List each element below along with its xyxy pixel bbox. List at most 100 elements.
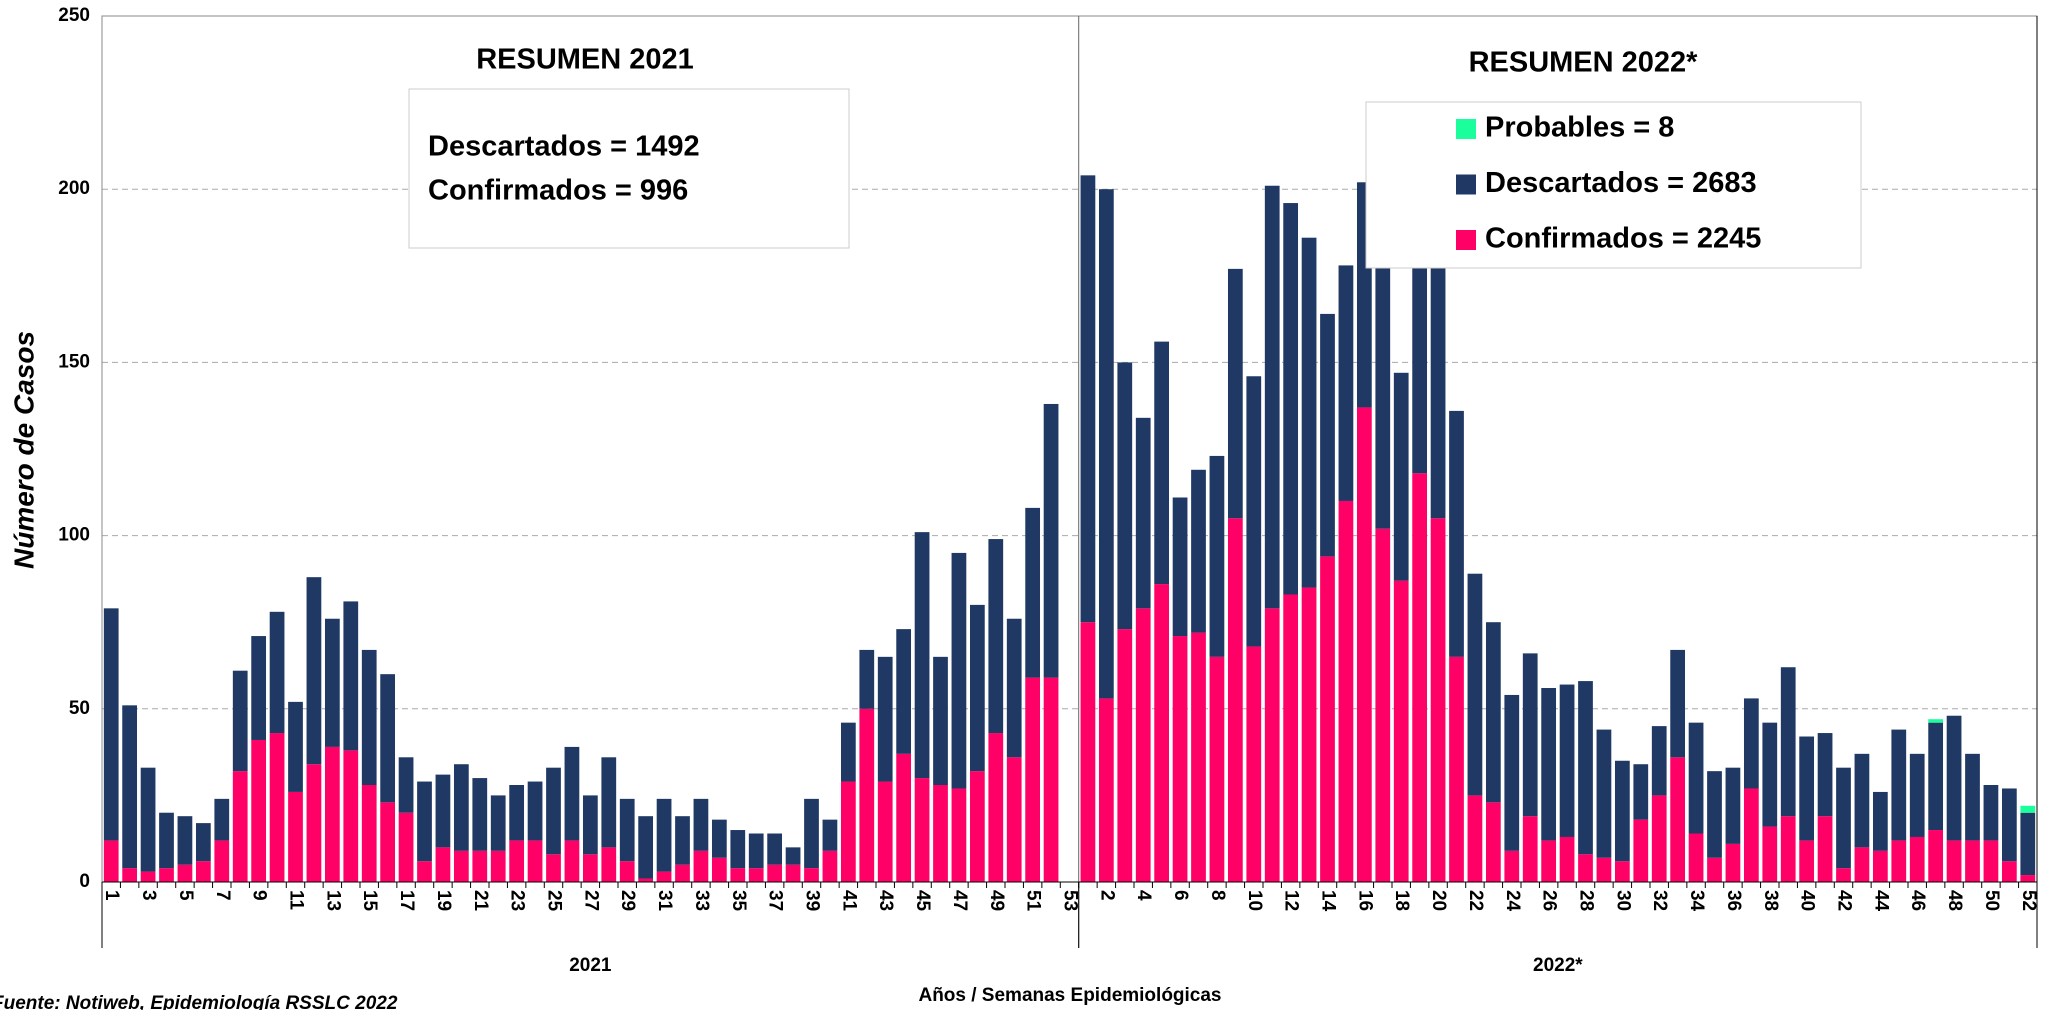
x-tick-label: 49 (986, 890, 1007, 911)
bar-segment (1504, 694, 1520, 851)
bar-segment (324, 746, 340, 882)
bar-segment (1301, 587, 1317, 882)
bar-segment (1633, 819, 1649, 882)
bar-segment (877, 781, 893, 882)
bar-segment (453, 764, 469, 851)
bar-segment (1725, 767, 1741, 844)
bar-segment (951, 552, 967, 789)
bar-segment (877, 656, 893, 782)
x-tick-label: 22 (1465, 890, 1486, 911)
bar-segment (1117, 629, 1133, 882)
bar-segment (1098, 189, 1114, 699)
x-tick-label: 29 (617, 890, 638, 911)
bar-segment (1449, 410, 1464, 657)
x-tick-label: 26 (1539, 890, 1560, 911)
bar-segment (1356, 407, 1372, 882)
bar-segment (1596, 729, 1612, 858)
x-tick-label: 7 (212, 890, 233, 901)
y-tick-label: 200 (58, 178, 90, 199)
bar-segment (435, 847, 451, 882)
x-tick-label: 14 (1317, 890, 1338, 912)
x-tick-label: 6 (1170, 890, 1191, 901)
bar-segment (1227, 518, 1243, 882)
bar-segment (804, 868, 819, 882)
y-tick-label: 150 (58, 351, 90, 372)
bar-segment (490, 850, 506, 882)
bar-segment (1762, 722, 1778, 827)
x-tick-label: 21 (470, 890, 491, 912)
bar-segment (914, 778, 930, 882)
bar-segment (1504, 850, 1520, 882)
x-tick-label: 25 (543, 890, 564, 912)
bar-segment (1467, 573, 1483, 796)
bar-segment (1909, 753, 1925, 837)
bar-segment (1854, 847, 1870, 882)
bar-segment (1283, 203, 1299, 595)
bar-segment (1670, 649, 1686, 758)
bar-segment (1780, 816, 1796, 882)
bar-segment (1485, 802, 1501, 882)
legend-label: Confirmados = 2245 (1485, 223, 1761, 255)
x-tick-label: 47 (949, 890, 970, 911)
bar-segment (527, 840, 543, 882)
summary-text: Confirmados = 996 (428, 175, 688, 207)
bar-segment (2020, 875, 2036, 882)
bar-segment (730, 868, 746, 882)
bar-segment (564, 840, 580, 882)
bar-segment (822, 819, 838, 851)
bar-segment (343, 601, 359, 751)
x-tick-label: 19 (433, 890, 454, 911)
bar-segment (1891, 840, 1907, 882)
bar-segment (1670, 757, 1686, 882)
bar-segment (232, 670, 248, 772)
bar-segment (1264, 185, 1280, 609)
bar-segment (1320, 556, 1335, 882)
bar-segment (1799, 736, 1815, 841)
bar-segment (269, 733, 285, 882)
x-tick-label: 5 (175, 890, 196, 901)
bar-segment (380, 802, 396, 882)
bar-segment (914, 532, 930, 779)
bar-segment (951, 788, 967, 882)
bar-segment (159, 812, 174, 869)
bar-segment (1191, 632, 1206, 882)
bar-segment (1541, 688, 1557, 841)
bar-segment (2001, 788, 2017, 862)
bar-segment (1135, 417, 1151, 609)
bar-segment (251, 739, 267, 882)
bar-segment (859, 708, 875, 882)
x-tick-label: 23 (507, 890, 528, 911)
bar-segment (1338, 500, 1354, 882)
bar-segment (711, 857, 727, 882)
bar-segment (306, 764, 322, 882)
bar-segment (582, 854, 598, 882)
bar-segment (195, 861, 211, 882)
bar-segment (1909, 836, 1925, 882)
x-tick-label: 9 (249, 890, 270, 901)
bar-segment (1522, 816, 1538, 882)
bar-segment (822, 850, 838, 882)
y-tick-label: 250 (58, 5, 90, 26)
source: Fuente: Notiweb, Epidemiología RSSLC 202… (0, 993, 398, 1010)
bar-segment (1614, 861, 1630, 882)
bar-segment (1246, 376, 1262, 647)
bar-segment (1891, 729, 1907, 841)
bar-segment (1301, 237, 1317, 588)
bar-segment (1541, 840, 1557, 882)
bar-segment (1928, 830, 1944, 882)
x-tick-label: 39 (801, 890, 822, 911)
x-tick-label: 36 (1723, 890, 1744, 911)
group-label: 2021 (569, 955, 612, 976)
bar-segment (1836, 868, 1851, 882)
bar-segment (490, 795, 506, 851)
bar-segment (214, 840, 230, 882)
x-tick-label: 15 (359, 890, 380, 912)
bar-segment (251, 636, 267, 740)
bar-segment (1449, 656, 1464, 882)
bar-segment (1098, 698, 1114, 882)
bar-segment (472, 778, 488, 851)
x-tick-label: 4 (1133, 890, 1154, 901)
bar-segment (1983, 785, 1999, 841)
bar-segment (288, 701, 303, 792)
